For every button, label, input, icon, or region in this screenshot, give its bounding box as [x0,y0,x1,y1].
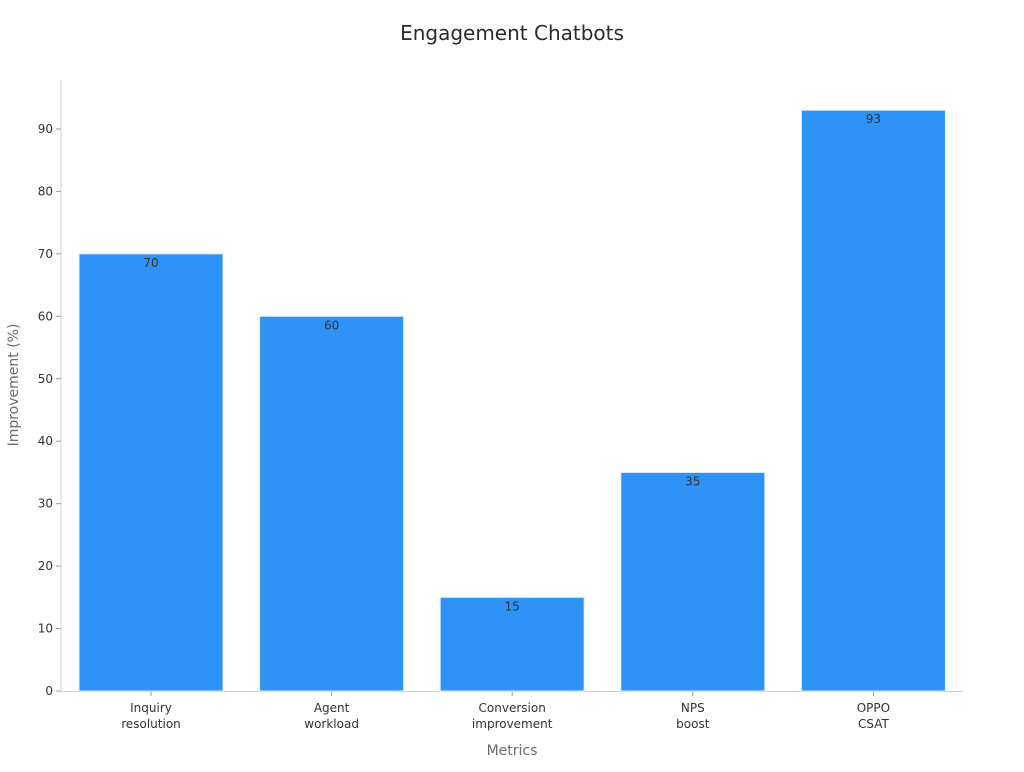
y-axis-ticks: 0 10 20 30 40 50 60 70 80 90 [38,122,61,698]
data-label: 70 [143,256,158,270]
data-label: 35 [685,474,700,488]
chart-title: Engagement Chatbots [400,21,624,45]
x-axis-title: Metrics [487,743,538,759]
y-tick-label: 60 [38,309,53,323]
bar [620,471,766,692]
data-label: 93 [866,112,881,126]
data-label: 15 [505,599,520,613]
x-tick-label: workload [304,717,359,731]
data-labels-group: 70 60 15 35 93 [143,112,881,613]
data-label: 60 [324,318,339,332]
x-tick-label: boost [676,717,710,731]
y-tick-label: 80 [38,184,53,198]
bars-group [78,109,946,692]
bar [800,109,946,692]
x-tick-label: Inquiry [130,701,172,715]
x-tick-label: resolution [121,717,181,731]
y-tick-label: 30 [38,497,53,511]
x-tick-label: CSAT [858,717,889,731]
y-axis-title: Improvement (%) [6,324,22,447]
x-tick-label: improvement [472,717,553,731]
x-tick-label: OPPO [857,701,890,715]
bar [259,315,405,692]
bar [78,253,224,692]
y-tick-label: 50 [38,372,53,386]
x-tick-label: Conversion [479,701,546,715]
x-tick-label: NPS [681,701,705,715]
y-tick-label: 90 [38,122,53,136]
bar [439,596,585,692]
y-tick-label: 20 [38,559,53,573]
y-tick-label: 70 [38,247,53,261]
x-tick-label: Agent [314,701,350,715]
y-tick-label: 10 [38,622,53,636]
x-axis-ticks: Inquiry resolution Agent workload Conversion… [121,691,890,731]
y-tick-label: 0 [45,684,53,698]
y-tick-label: 40 [38,434,53,448]
